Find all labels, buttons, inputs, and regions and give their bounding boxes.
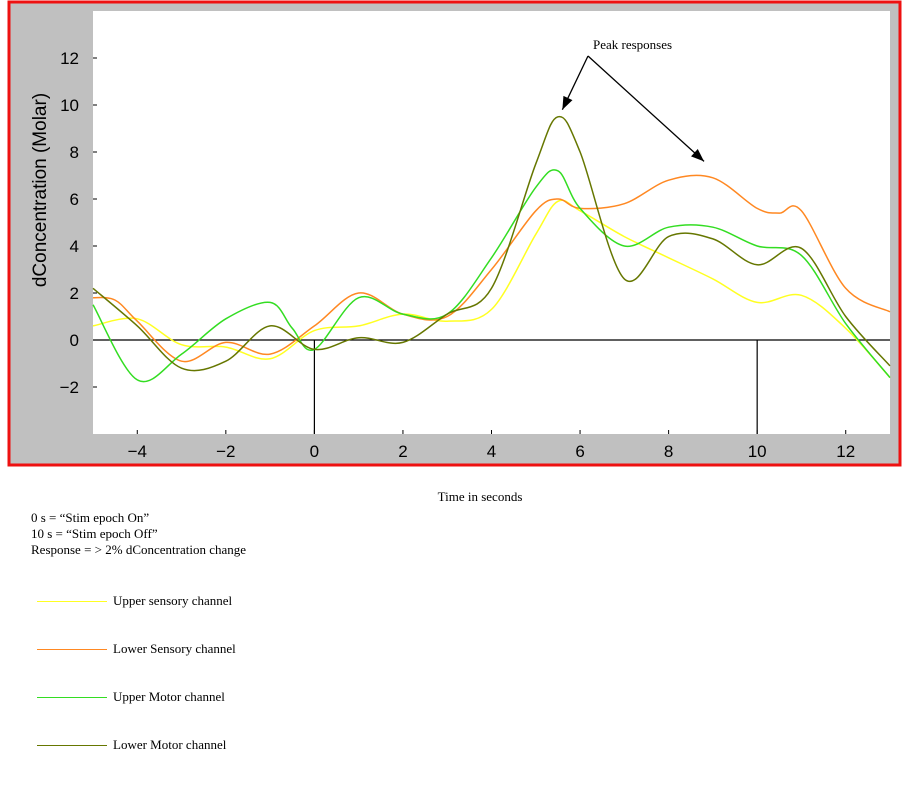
y-axis-label: dConcentration (Molar) [30,93,51,287]
annotation-label: Peak responses [593,37,672,52]
note-stim-on: 0 s = “Stim epoch On” [31,510,150,525]
notes: 0 s = “Stim epoch On” 10 s = “Stim epoch… [31,510,246,558]
plot-area [93,11,890,434]
series-group [92,115,891,383]
x-tick-label: 0 [310,442,319,461]
x-axis-label: Time in seconds [437,489,523,504]
y-tick-label: 10 [60,96,79,115]
legend-swatch [37,697,107,698]
y-tick-label: 8 [70,143,79,162]
annotation-arrowhead [562,95,573,110]
x-tick-label: 8 [664,442,673,461]
annotation-arrowhead [691,148,705,162]
legend-label: Upper sensory channel [113,593,233,608]
x-tick-label: −4 [128,442,147,461]
legend-label: Lower Sensory channel [113,641,236,656]
y-tick-label: 2 [70,284,79,303]
series-upper-sensory-line [92,199,891,379]
series-lower-sensory-line [92,174,891,363]
x-tick-label: 4 [487,442,496,461]
legend-swatch [37,601,107,602]
series-upper-motor-line [92,169,891,383]
annotation-group: Peak responses [561,37,705,162]
series-lower-motor-line [92,115,891,372]
axes-group: −4 −2 0 2 4 6 8 10 12 −2 0 2 4 6 8 10 12 [60,49,856,461]
x-tick-label: 2 [398,442,407,461]
legend-label: Lower Motor channel [113,737,227,752]
note-stim-off: 10 s = “Stim epoch Off” [31,526,158,541]
y-tick-label: 12 [60,49,79,68]
annotation-arrow-line [587,55,705,162]
x-tick-label: 6 [575,442,584,461]
legend-swatch [37,649,107,650]
y-tick-label: −2 [60,378,79,397]
y-tick-label: 6 [70,190,79,209]
x-tick-label: 10 [748,442,767,461]
legend-swatch [37,745,107,746]
x-tick-label: −2 [216,442,235,461]
note-response: Response = > 2% dConcentration change [31,542,247,557]
legend-label: Upper Motor channel [113,689,225,704]
y-tick-label: 0 [70,331,79,350]
y-tick-label: 4 [70,237,79,256]
x-tick-label: 12 [836,442,855,461]
stim-markers-group [313,340,758,434]
